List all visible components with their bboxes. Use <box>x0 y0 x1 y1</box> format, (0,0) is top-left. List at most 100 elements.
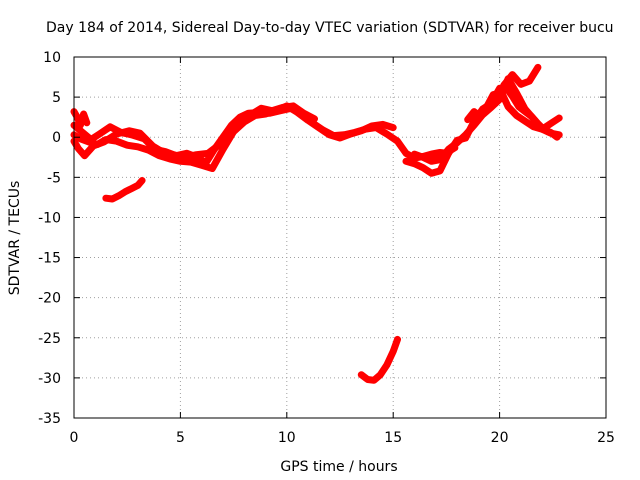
data-point <box>311 115 318 122</box>
data-point <box>315 124 322 131</box>
data-point <box>279 104 286 111</box>
grid-lines <box>74 57 606 418</box>
y-tick-label: 5 <box>52 90 61 106</box>
data-point <box>402 150 409 157</box>
series-track-9 <box>464 84 561 141</box>
data-point <box>500 82 507 89</box>
data-point <box>77 122 84 129</box>
y-tick-label: -35 <box>38 411 61 427</box>
data-series <box>70 63 563 384</box>
data-point <box>358 371 365 378</box>
series-band <box>102 177 146 203</box>
data-point <box>90 143 97 150</box>
data-point <box>107 123 114 130</box>
data-point <box>337 135 343 142</box>
data-point <box>258 105 265 112</box>
data-point <box>437 153 444 160</box>
data-point <box>347 131 354 138</box>
data-point <box>390 124 397 131</box>
data-point <box>326 131 333 138</box>
data-point <box>215 142 222 149</box>
data-point <box>81 152 88 159</box>
data-point <box>236 114 243 121</box>
x-tick-label: 20 <box>491 430 509 446</box>
data-point <box>522 118 529 125</box>
data-point <box>188 159 195 166</box>
data-point <box>77 135 84 142</box>
data-point <box>471 108 478 115</box>
data-point <box>513 112 520 119</box>
data-point <box>541 127 548 134</box>
data-point <box>198 162 205 169</box>
data-point <box>464 116 471 123</box>
data-point <box>113 138 120 145</box>
data-point <box>371 377 378 384</box>
data-point <box>102 195 109 202</box>
y-tick-label: -20 <box>38 291 61 307</box>
data-point <box>509 71 516 78</box>
data-point <box>394 138 401 145</box>
data-point <box>517 81 524 88</box>
data-point <box>134 143 141 150</box>
data-point <box>80 110 87 117</box>
data-point <box>145 147 152 154</box>
series-band <box>70 102 397 172</box>
y-tick-label: -30 <box>38 371 61 387</box>
data-point <box>368 122 375 129</box>
series-band <box>491 63 542 107</box>
data-point <box>547 120 554 127</box>
data-point <box>411 151 418 158</box>
data-point <box>100 139 107 146</box>
data-point <box>205 150 212 157</box>
plot-frame <box>73 56 607 419</box>
data-point <box>134 182 141 189</box>
data-point <box>490 91 497 98</box>
data-point <box>505 103 512 110</box>
series-band <box>428 144 459 161</box>
y-axis-label: SDTVAR / TECUs <box>7 181 23 296</box>
series-track-2 <box>70 102 397 172</box>
data-point <box>419 154 426 161</box>
data-point <box>528 113 535 120</box>
x-tick-label: 10 <box>278 430 296 446</box>
data-point <box>534 64 541 71</box>
chart-title: Day 184 of 2014, Sidereal Day-to-day VTE… <box>46 20 614 36</box>
data-point <box>383 131 390 138</box>
x-tick-label: 5 <box>176 430 185 446</box>
y-tick-label: 0 <box>52 130 61 146</box>
data-point <box>268 107 275 114</box>
data-point <box>477 113 484 120</box>
data-point <box>209 165 216 172</box>
data-point <box>79 129 86 136</box>
data-point <box>236 121 243 128</box>
data-point <box>428 154 435 161</box>
y-tick-label: -10 <box>38 210 61 226</box>
data-point <box>358 127 365 134</box>
data-point <box>290 102 297 109</box>
data-point <box>364 376 371 383</box>
data-point <box>556 114 563 121</box>
data-point <box>402 158 409 165</box>
data-point <box>160 149 167 156</box>
data-point <box>445 148 452 155</box>
data-point <box>219 146 226 153</box>
x-axis-label: GPS time / hours <box>280 459 397 475</box>
y-tick-label: -15 <box>38 251 61 267</box>
x-tick-label: 25 <box>597 430 615 446</box>
data-point <box>547 129 554 136</box>
data-point <box>122 188 129 195</box>
data-point <box>513 90 520 97</box>
data-point <box>379 121 386 128</box>
data-point <box>192 151 199 158</box>
series-track-4 <box>70 108 91 129</box>
data-point <box>462 131 469 138</box>
data-point <box>483 103 490 110</box>
y-tick-label: 10 <box>43 50 61 66</box>
y-tick-label: -5 <box>47 170 61 186</box>
data-point <box>526 78 533 85</box>
data-point <box>471 122 478 129</box>
series-track-11 <box>428 144 459 161</box>
data-point <box>136 130 143 137</box>
data-point <box>492 100 499 107</box>
data-point <box>113 131 120 138</box>
